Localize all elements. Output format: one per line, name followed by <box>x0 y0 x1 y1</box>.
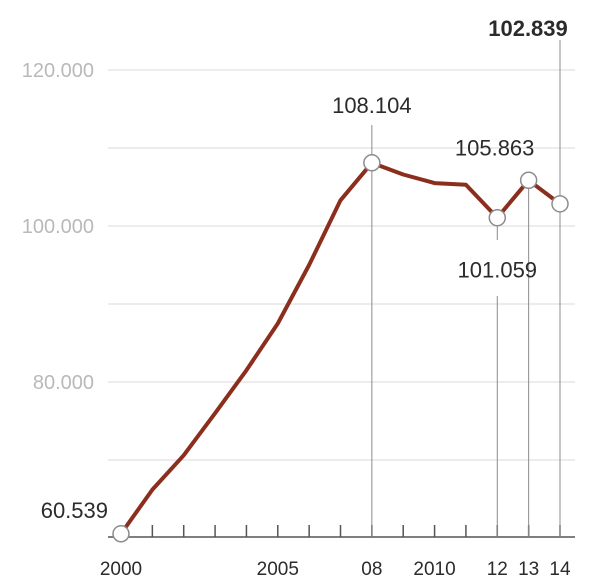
y-tick-label: 100.000 <box>22 216 94 238</box>
x-tick-label: 14 <box>549 559 571 580</box>
data-point-markers <box>112 154 569 543</box>
x-tick-label: 13 <box>518 559 539 580</box>
data-point-marker <box>488 208 507 227</box>
x-tick-label: 2005 <box>257 559 299 580</box>
x-tick-label: 2000 <box>100 559 142 580</box>
data-point-marker <box>519 171 538 190</box>
data-point-marker <box>112 525 130 543</box>
series-line-path <box>119 160 562 536</box>
x-tick-label: 2010 <box>413 559 455 580</box>
data-point-marker <box>363 154 381 172</box>
data-label: 102.839 <box>488 16 568 41</box>
series-line <box>119 160 562 536</box>
annotation-leader-lines <box>371 40 561 537</box>
data-point-marker <box>551 195 569 213</box>
data-label: 101.059 <box>458 258 538 283</box>
data-label: 108.104 <box>332 93 412 118</box>
x-tick-labels: 2000 2005 08 2010 12 13 14 <box>100 559 571 580</box>
x-axis <box>108 525 575 538</box>
data-labels: 60.539 108.104 101.059 105.863 102.839 <box>41 16 568 523</box>
y-tick-label: 80.000 <box>33 372 94 394</box>
data-label: 60.539 <box>41 498 108 523</box>
x-tick-label: 08 <box>361 559 382 580</box>
x-tick-label: 12 <box>487 559 508 580</box>
data-label: 105.863 <box>455 135 535 160</box>
y-tick-labels: 80.000 100.000 120.000 <box>22 60 94 394</box>
y-tick-label: 120.000 <box>22 60 94 82</box>
